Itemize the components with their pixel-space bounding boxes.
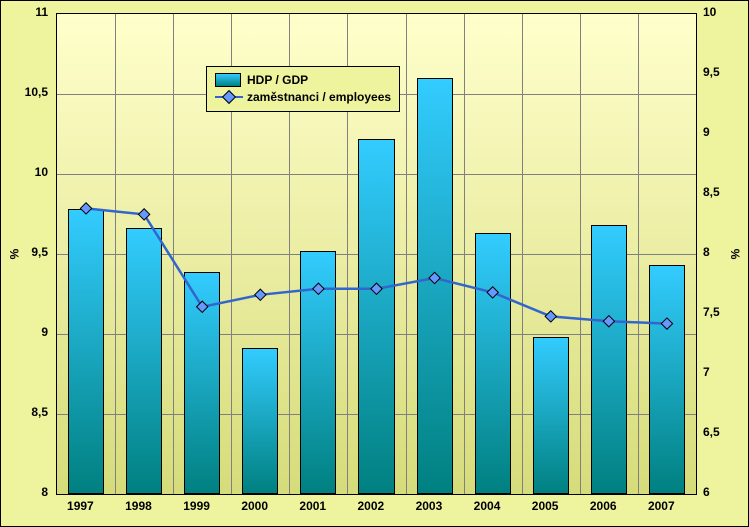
left-tick-label: 10,5: [25, 85, 48, 99]
x-tick-label: 2003: [416, 499, 443, 513]
line-marker: [313, 283, 324, 294]
right-tick-label: 9,5: [703, 65, 720, 79]
right-tick-label: 10: [703, 5, 716, 19]
right-tick-label: 6: [703, 485, 710, 499]
right-tick-label: 7,5: [703, 305, 720, 319]
right-tick-label: 7: [703, 365, 710, 379]
line-marker: [371, 283, 382, 294]
left-tick-label: 9: [41, 325, 48, 339]
right-tick-label: 8,5: [703, 185, 720, 199]
legend: HDP / GDP zaměstnanci / employees: [206, 66, 400, 112]
legend-label: HDP / GDP: [247, 73, 308, 87]
x-tick-label: 1999: [183, 499, 210, 513]
line-marker: [487, 287, 498, 298]
left-axis-title: %: [7, 249, 21, 260]
line-swatch-icon: [215, 89, 243, 105]
right-tick-label: 6,5: [703, 425, 720, 439]
right-tick-label: 9: [703, 125, 710, 139]
left-tick-label: 9,5: [31, 245, 48, 259]
x-tick-label: 2006: [590, 499, 617, 513]
left-tick-label: 8: [41, 485, 48, 499]
right-axis-title: %: [728, 249, 742, 260]
x-tick-label: 1998: [125, 499, 152, 513]
line-marker: [603, 316, 614, 327]
left-tick-label: 11: [35, 5, 48, 19]
line-marker: [661, 318, 672, 329]
x-tick-label: 2001: [299, 499, 326, 513]
x-tick-label: 2005: [532, 499, 559, 513]
left-tick-label: 8,5: [31, 405, 48, 419]
left-tick-label: 10: [35, 165, 48, 179]
chart-container: 8 8,5 9 9,5 10 10,5 11 6 6,5 7 7,5 8 8,5 9 9,5 10 1997 19…: [0, 0, 749, 527]
line-marker: [255, 289, 266, 300]
legend-label: zaměstnanci / employees: [247, 90, 391, 104]
bar-swatch-icon: [215, 73, 241, 87]
legend-item-bar: HDP / GDP: [215, 73, 391, 87]
right-tick-label: 8: [703, 245, 710, 259]
line-marker: [429, 272, 440, 283]
line-marker: [545, 311, 556, 322]
x-tick-label: 2004: [474, 499, 501, 513]
x-tick-label: 2002: [358, 499, 385, 513]
line-marker: [80, 203, 91, 214]
x-tick-label: 1997: [67, 499, 94, 513]
x-tick-label: 2007: [648, 499, 675, 513]
x-tick-label: 2000: [241, 499, 268, 513]
legend-item-line: zaměstnanci / employees: [215, 89, 391, 105]
